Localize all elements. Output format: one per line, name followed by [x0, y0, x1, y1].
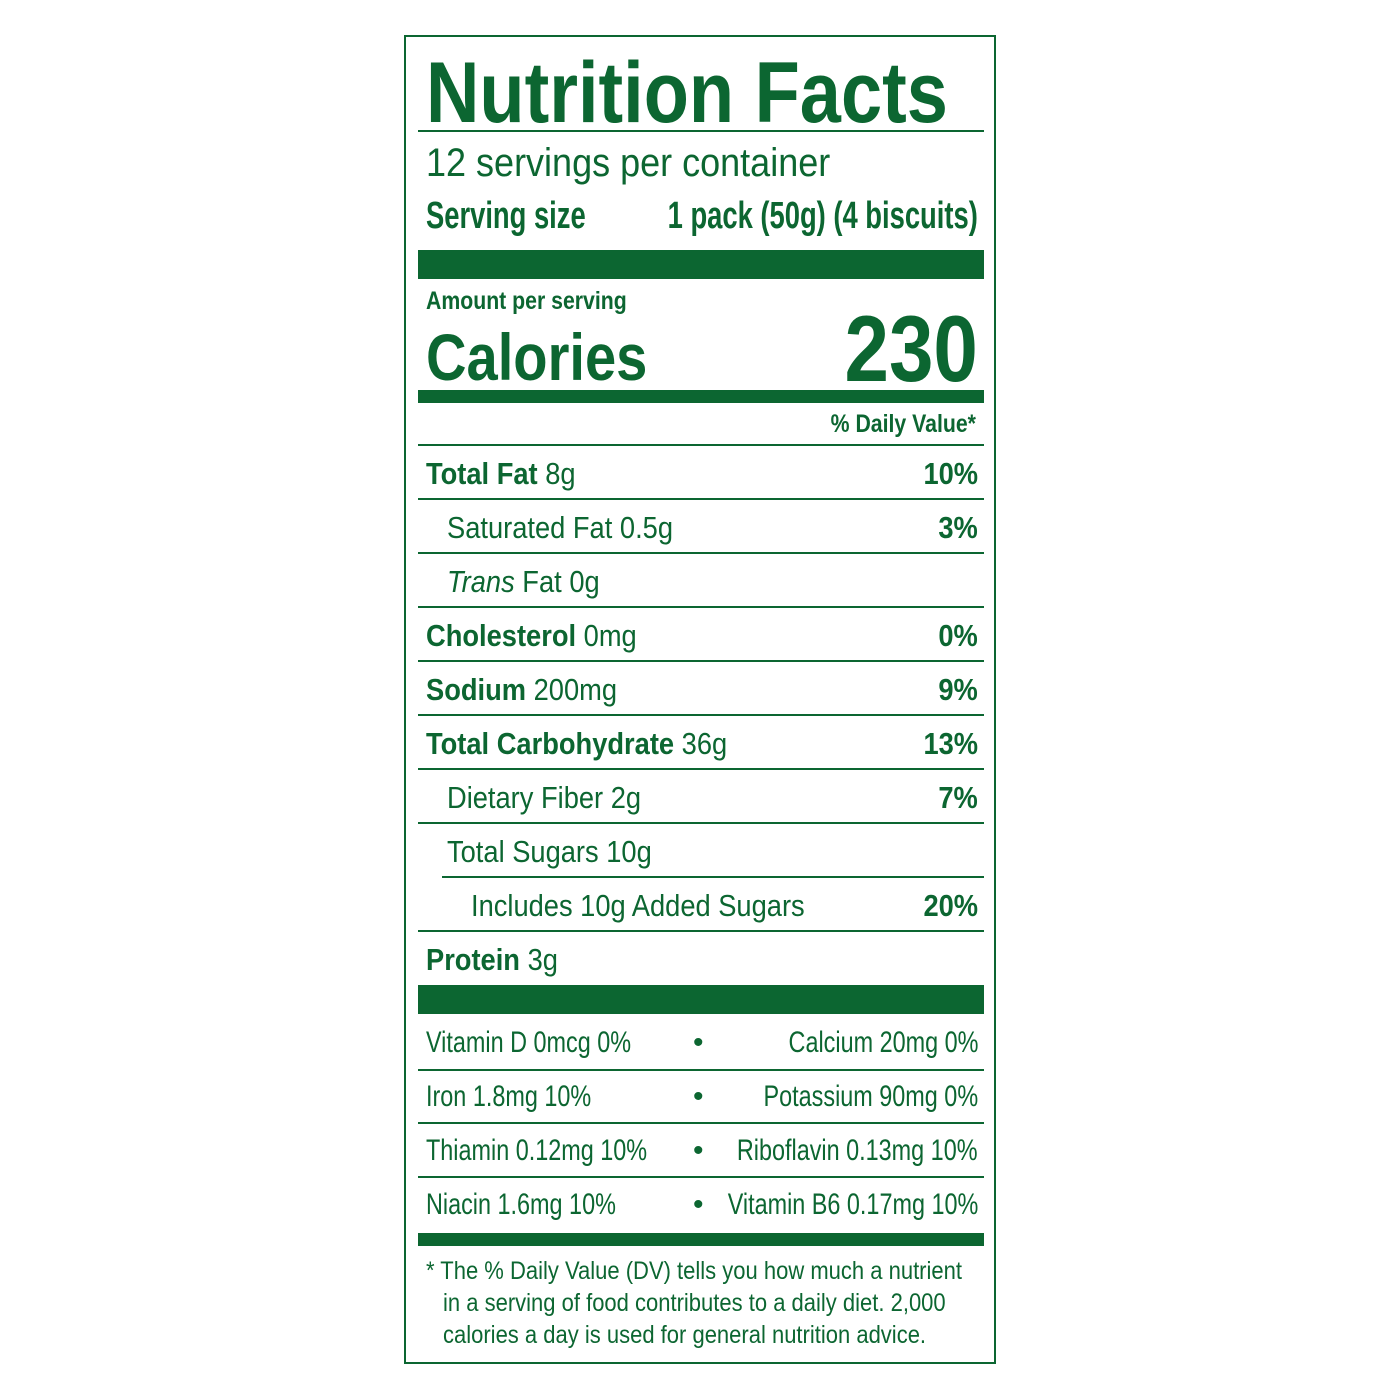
divider — [418, 1176, 984, 1178]
divider — [418, 930, 984, 932]
calories-label-text: Calories — [426, 320, 648, 394]
vitamin-row: Niacin 1.6mg 10% • Vitamin B6 0.17mg 10% — [418, 1177, 984, 1231]
calories-value: 230 — [821, 295, 978, 403]
bullet: • — [693, 1134, 704, 1167]
servings-text: 12 servings per container — [426, 141, 831, 185]
nutrient-name: Total Carbohydrate 36g — [426, 726, 728, 761]
daily-value-header: % Daily Value* — [805, 410, 976, 439]
nutrient-name: Dietary Fiber 2g — [447, 780, 642, 815]
vitamin-left: Iron 1.8mg 10% — [426, 1080, 592, 1113]
nutrient-row-trans-fat: Trans Fat 0g — [418, 554, 984, 608]
nutrient-name: Cholesterol 0mg — [426, 618, 637, 653]
nutrient-row-total-carbohydrate: Total Carbohydrate 36g 13% — [418, 716, 984, 770]
bullet: • — [693, 1026, 704, 1059]
vitamin-left: Niacin 1.6mg 10% — [426, 1188, 616, 1221]
nutrient-name: Saturated Fat 0.5g — [447, 510, 673, 545]
divider — [418, 1069, 984, 1071]
nutrient-name: Total Fat 8g — [426, 456, 576, 491]
vitamin-row: Vitamin D 0mcg 0% • Calcium 20mg 0% — [418, 1015, 984, 1069]
divider — [418, 444, 984, 446]
title: Nutrition Facts — [426, 43, 1033, 143]
divider — [418, 714, 984, 716]
servings-per-container: 12 servings per container — [426, 141, 875, 186]
vitamin-left: Vitamin D 0mcg 0% — [426, 1026, 632, 1059]
nutrient-dv: 13% — [923, 726, 978, 761]
divider — [418, 822, 984, 824]
vitamin-right: Riboflavin 0.13mg 10% — [737, 1134, 978, 1167]
vitamin-row: Iron 1.8mg 10% • Potassium 90mg 0% — [418, 1069, 984, 1123]
calories-value-text: 230 — [844, 296, 978, 401]
nutrient-row-total-fat: Total Fat 8g 10% — [418, 446, 984, 500]
serving-size-label-text: Serving size — [426, 195, 586, 237]
amount-per-serving: Amount per serving — [426, 287, 662, 316]
nutrient-dv: 9% — [938, 672, 978, 707]
nutrient-row-dietary-fiber: Dietary Fiber 2g 7% — [418, 770, 984, 824]
vitamin-right: Potassium 90mg 0% — [763, 1080, 978, 1113]
divider — [418, 552, 984, 554]
nutrient-row-sodium: Sodium 200mg 9% — [418, 662, 984, 716]
bullet: • — [693, 1080, 704, 1113]
nutrient-row-total-sugars: Total Sugars 10g — [418, 824, 984, 878]
nutrient-dv: 3% — [938, 510, 978, 545]
nutrient-name: Sodium 200mg — [426, 672, 618, 707]
thick-divider — [418, 985, 984, 1014]
divider — [418, 1122, 984, 1124]
nutrition-facts-label: Nutrition Facts 12 servings per containe… — [404, 35, 996, 1364]
footnote-line: * The % Daily Value (DV) tells you how m… — [426, 1257, 962, 1285]
nutrient-name: Trans Fat 0g — [447, 564, 600, 599]
divider — [418, 606, 984, 608]
serving-size-value-text: 1 pack (50g) (4 biscuits) — [667, 195, 978, 237]
divider — [442, 876, 984, 878]
divider — [418, 660, 984, 662]
nutrient-name: Total Sugars 10g — [447, 834, 652, 869]
divider — [418, 130, 984, 132]
bullet: • — [693, 1188, 704, 1221]
amount-per-serving-text: Amount per serving — [426, 287, 627, 315]
nutrient-name: Includes 10g Added Sugars — [471, 888, 805, 923]
divider — [418, 498, 984, 500]
nutrient-dv: 10% — [923, 456, 978, 491]
daily-value-header-text: % Daily Value* — [830, 410, 976, 438]
serving-size-label: Serving size — [426, 195, 648, 238]
nutrient-dv: 7% — [938, 780, 978, 815]
footnote: * The % Daily Value (DV) tells you how m… — [426, 1255, 1035, 1351]
calories-label: Calories — [426, 319, 686, 395]
footnote-line: in a serving of food contributes to a da… — [443, 1289, 946, 1317]
nutrient-name: Protein 3g — [426, 942, 558, 977]
vitamin-row: Thiamin 0.12mg 10% • Riboflavin 0.13mg 1… — [418, 1123, 984, 1177]
nutrient-row-protein: Protein 3g — [418, 932, 984, 986]
vitamin-right: Vitamin B6 0.17mg 10% — [727, 1188, 978, 1221]
thick-divider — [418, 250, 984, 279]
nutrient-row-cholesterol: Cholesterol 0mg 0% — [418, 608, 984, 662]
footnote-line: calories a day is used for general nutri… — [443, 1321, 927, 1349]
nutrient-dv: 20% — [923, 888, 978, 923]
medium-divider — [418, 1233, 984, 1246]
medium-divider — [418, 390, 984, 403]
nutrient-row-saturated-fat: Saturated Fat 0.5g 3% — [418, 500, 984, 554]
vitamin-right: Calcium 20mg 0% — [788, 1026, 978, 1059]
serving-size-value: 1 pack (50g) (4 biscuits) — [547, 195, 978, 238]
title-text: Nutrition Facts — [426, 45, 948, 141]
nutrient-row-added-sugars: Includes 10g Added Sugars 20% — [418, 878, 984, 932]
vitamin-left: Thiamin 0.12mg 10% — [426, 1134, 648, 1167]
nutrient-dv: 0% — [938, 618, 978, 653]
divider — [418, 768, 984, 770]
